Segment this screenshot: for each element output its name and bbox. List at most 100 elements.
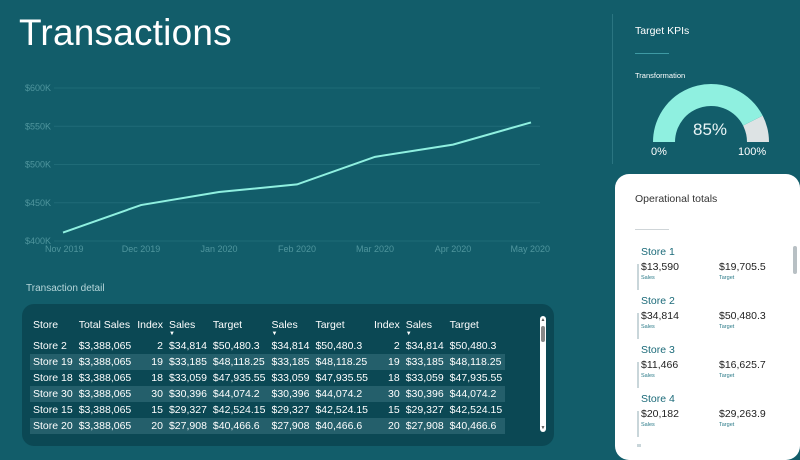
store-sales-label: Sales [641,275,655,281]
table-cell: $44,074.2 [446,386,506,402]
y-tick-label: $450K [25,198,51,208]
column-header[interactable]: Target [312,312,371,338]
store-name: Store 4 [641,393,675,405]
table-cell: $50,480.3 [312,338,372,354]
column-header[interactable]: Sales ▼ [166,312,210,338]
column-header-label: Sales [168,319,196,331]
column-header-label: Sales [405,319,432,331]
table-cell: $3,388,065 [75,386,135,402]
operational-totals-card: Operational totals Store 1 $13,590 $19,705… [615,174,800,460]
table-cell: Store 19 [30,354,76,370]
table-cell: $3,388,065 [75,354,135,370]
store-list-item[interactable]: Store 2 $34,814 $50,480.3 Sales Target [637,295,785,339]
scroll-up-icon[interactable]: ▲ [540,317,546,323]
kpi-subtitle: Transformation [635,71,686,80]
column-header[interactable]: Total Sales [76,312,135,338]
store-target-value: $50,480.3 [719,310,766,322]
scroll-thumb[interactable] [541,326,545,342]
store-sales-value: $11,466 [641,359,679,371]
scroll-down-icon[interactable]: ▼ [540,425,546,431]
table-cell: $29,327 [165,402,210,418]
x-tick-label: May 2020 [510,244,550,254]
table-scrollbar[interactable]: ▲ ▼ [540,316,546,432]
operational-scrollbar[interactable] [793,246,797,274]
table-cell: $27,908 [165,418,210,434]
table-cell: $30,396 [268,386,313,402]
table-cell: $27,908 [268,418,313,434]
table-cell: $3,388,065 [75,338,135,354]
table-cell: $47,935.55 [446,370,506,386]
transformation-gauge [653,84,769,142]
store-accent-bar [637,264,639,290]
store-sales-value: $13,590 [641,261,679,273]
operational-title-rule [635,229,669,230]
table-cell: $44,074.2 [209,386,269,402]
column-header[interactable]: Index [134,312,166,338]
column-header-label: Store [33,319,59,331]
column-header[interactable]: Target [210,312,269,338]
table-cell: 30 [371,386,403,402]
table-cell: $42,524.15 [209,402,269,418]
sort-descending-icon[interactable]: ▼ [168,331,175,337]
store-sales-value: $34,814 [641,310,679,322]
table-row[interactable]: Store 18 $3,388,065 18 $33,059 $47,935.55 $33… [30,370,506,386]
table-cell: $3,388,065 [75,418,135,434]
page-title: Transactions [19,12,232,53]
table-cell: $33,185 [402,354,447,370]
table-cell: $48,118.25 [312,354,372,370]
table-cell: Store 30 [30,386,76,402]
gauge-track [743,115,769,142]
store-list-item[interactable]: Store 3 $11,466 $16,625.7 Sales Target [637,344,785,388]
panel-divider [612,14,613,164]
column-header-label: Index [374,319,400,331]
store-sales-label: Sales [641,373,655,379]
x-tick-label: Mar 2020 [356,244,394,254]
next-store-marker [637,444,641,447]
table-row[interactable]: Store 15 $3,388,065 15 $29,327 $42,524.15 $29… [30,402,506,418]
column-header[interactable]: Sales ▼ [403,312,447,338]
table-cell: Store 2 [30,338,76,354]
table-cell: $33,059 [402,370,447,386]
table-cell: $29,327 [268,402,313,418]
y-tick-label: $400K [25,236,51,246]
y-tick-label: $600K [25,83,51,93]
table-cell: 19 [134,354,166,370]
column-header-label: Target [212,319,243,331]
table-row[interactable]: Store 30 $3,388,065 30 $30,396 $44,074.2 $30,… [30,386,506,402]
x-tick-label: Nov 2019 [45,244,84,254]
store-target-label: Target [719,275,735,281]
column-header[interactable]: Sales ▼ [268,312,312,338]
column-header[interactable]: Target [447,312,506,338]
table-cell: 18 [134,370,166,386]
table-cell: $40,466.6 [312,418,372,434]
transaction-detail-label: Transaction detail [26,283,105,294]
table-cell: 20 [134,418,166,434]
column-header[interactable]: Index [371,312,403,338]
sort-descending-icon[interactable]: ▼ [405,331,412,337]
store-accent-bar [637,313,639,339]
table-cell: $47,935.55 [209,370,269,386]
store-target-label: Target [719,373,735,379]
y-tick-label: $550K [25,121,51,131]
sort-descending-icon[interactable]: ▼ [271,331,278,337]
store-list-item[interactable]: Store 4 $20,182 $29,263.9 Sales Target [637,393,785,437]
table-cell: $34,814 [165,338,210,354]
table-cell: 2 [134,338,166,354]
store-sales-value: $20,182 [641,408,679,420]
table-row[interactable]: Store 2 $3,388,065 2 $34,814 $50,480.3 $34,81… [30,338,506,354]
table-cell: $44,074.2 [312,386,372,402]
table-cell: Store 18 [30,370,76,386]
table-cell: 2 [371,338,403,354]
table-row[interactable]: Store 19 $3,388,065 19 $33,185 $48,118.25 $33… [30,354,506,370]
table-cell: $42,524.15 [446,402,506,418]
table-cell: $40,466.6 [209,418,269,434]
table-cell: 18 [371,370,403,386]
store-target-value: $19,705.5 [719,261,766,273]
table-cell: $30,396 [165,386,210,402]
store-name: Store 2 [641,295,675,307]
store-list-item[interactable]: Store 1 $13,590 $19,705.5 Sales Target [637,246,785,290]
column-header-label: Target [449,319,479,331]
column-header[interactable]: Store [30,312,76,338]
table-cell: 15 [134,402,166,418]
table-row[interactable]: Store 20 $3,388,065 20 $27,908 $40,466.6 $27,… [30,418,506,434]
